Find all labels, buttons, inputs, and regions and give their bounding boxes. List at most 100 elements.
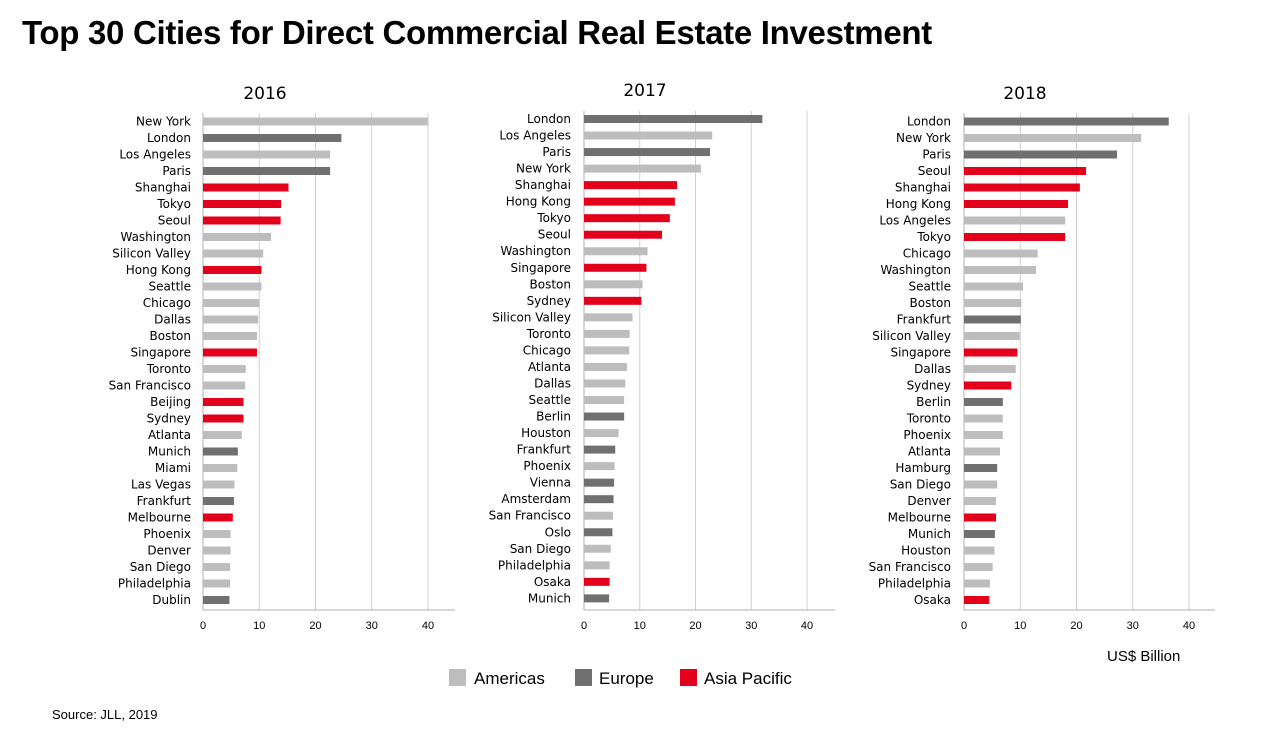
category-label: Houston: [901, 544, 951, 558]
bar: [964, 348, 1018, 357]
bar: [964, 414, 1003, 423]
category-label: Toronto: [146, 362, 191, 376]
bar: [203, 447, 238, 456]
category-label: Shanghai: [135, 181, 191, 195]
bar: [964, 233, 1066, 241]
category-label: Amsterdam: [501, 492, 571, 506]
bar: [584, 594, 610, 603]
bar: [964, 480, 998, 489]
bar: [964, 563, 993, 571]
bar: [584, 528, 613, 537]
category-label: Shanghai: [895, 181, 951, 195]
bar: [964, 596, 990, 604]
category-label: Osaka: [534, 575, 571, 589]
bar: [584, 247, 648, 256]
bar: [203, 117, 428, 126]
x-tick-label: 30: [1127, 620, 1139, 632]
bar: [964, 447, 1000, 456]
bar: [203, 546, 231, 555]
category-label: Toronto: [906, 412, 951, 426]
bar: [964, 150, 1117, 159]
category-label: Sydney: [907, 379, 951, 393]
category-label: Osaka: [914, 593, 951, 607]
x-tick-label: 20: [689, 620, 701, 632]
bar: [584, 544, 611, 553]
category-label: Seattle: [149, 280, 191, 294]
panel-title: 2016: [243, 84, 286, 104]
bar: [203, 381, 246, 390]
bar: [964, 579, 990, 588]
legend-label: Asia Pacific: [704, 669, 792, 688]
category-label: Seoul: [538, 228, 571, 242]
category-label: San Francisco: [109, 379, 191, 393]
legend-swatch: [575, 669, 592, 686]
bar: [203, 183, 289, 192]
category-label: Seattle: [909, 280, 951, 294]
category-label: Sydney: [527, 294, 571, 308]
category-label: Berlin: [536, 410, 571, 424]
category-label: Toronto: [526, 327, 571, 341]
bar: [964, 332, 1020, 340]
bar: [964, 381, 1012, 390]
category-label: Atlanta: [148, 428, 191, 442]
bar: [584, 396, 625, 405]
category-label: Munich: [148, 445, 191, 459]
category-label: Tokyo: [156, 197, 191, 211]
category-label: Phoenix: [143, 527, 191, 541]
bar: [203, 315, 259, 324]
category-label: London: [527, 112, 571, 126]
bar: [584, 412, 625, 421]
category-label: Washington: [120, 230, 191, 244]
bar: [964, 497, 997, 505]
x-tick-label: 10: [634, 620, 646, 632]
source-note: Source: JLL, 2019: [52, 707, 158, 722]
bar: [964, 266, 1036, 274]
bar: [964, 216, 1066, 225]
category-label: New York: [516, 162, 571, 176]
category-label: London: [147, 131, 191, 145]
category-label: Chicago: [903, 247, 951, 261]
category-label: Frankfurt: [137, 494, 192, 508]
category-label: Houston: [521, 426, 571, 440]
category-label: Berlin: [916, 395, 951, 409]
bar: [203, 365, 246, 373]
bar: [584, 346, 630, 355]
category-label: Los Angeles: [879, 214, 951, 228]
bar: [584, 313, 633, 322]
bar: [203, 167, 331, 175]
category-label: Silicon Valley: [872, 329, 951, 343]
bar: [584, 429, 619, 438]
category-label: Dallas: [154, 313, 191, 327]
x-tick-label: 30: [745, 620, 757, 632]
panel-2016: 2016 0 10 20 30 40 New York London Los Angeles Pa…: [109, 84, 455, 632]
legend: Americas Europe Asia Pacific: [449, 669, 792, 688]
bar: [964, 282, 1024, 291]
category-label: Miami: [155, 461, 191, 475]
x-tick-label: 10: [253, 620, 265, 632]
bar: [964, 464, 998, 472]
bar: [203, 596, 230, 604]
bar: [584, 577, 610, 586]
bar: [584, 131, 713, 140]
bar: [584, 462, 615, 471]
category-label: Hong Kong: [506, 195, 571, 209]
bar: [964, 365, 1016, 373]
category-label: Denver: [907, 494, 951, 508]
bar: [584, 115, 763, 123]
category-label: Dallas: [534, 376, 571, 390]
category-label: Seattle: [529, 393, 571, 407]
bar: [964, 530, 995, 538]
category-label: Chicago: [523, 343, 571, 357]
panel-2018: 2018 0 10 20 30 40 London New York Paris Seoul Sha…: [869, 84, 1215, 632]
bar: [964, 513, 997, 522]
bar: [203, 431, 242, 439]
x-tick-label: 20: [309, 620, 321, 632]
legend-label: Europe: [599, 669, 654, 688]
bar: [584, 495, 614, 504]
category-label: Munich: [908, 527, 951, 541]
category-label: Boston: [910, 296, 951, 310]
category-label: Munich: [528, 591, 571, 605]
bar: [203, 497, 234, 505]
category-label: Singapore: [130, 346, 191, 360]
